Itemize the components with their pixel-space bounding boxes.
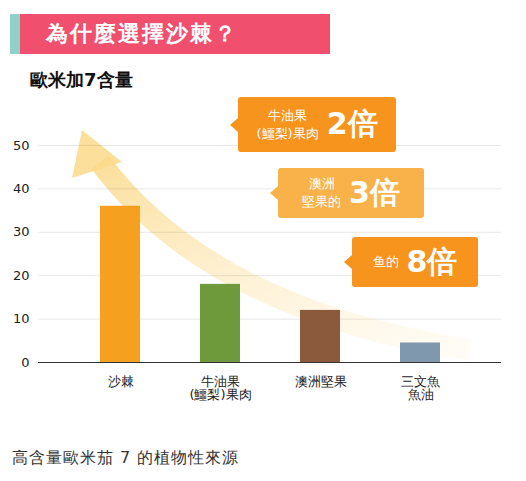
svg-text:40: 40 xyxy=(13,181,30,196)
html-text:為什麼選擇沙棘？: 為什麼選擇沙棘？ xyxy=(46,21,238,46)
html-text:牛油果 (鱷梨)果肉: 牛油果 (鱷梨)果肉 xyxy=(256,108,319,141)
html-text:澳洲 堅果的: 澳洲 堅果的 xyxy=(302,176,342,209)
html-text:歐米加7含量: 歐米加7含量 xyxy=(30,69,133,90)
svg-text:20: 20 xyxy=(13,268,30,283)
html-text:8倍: 8倍 xyxy=(406,243,458,279)
svg-text:牛油果(鱷梨)果肉: 牛油果(鱷梨)果肉 xyxy=(189,374,251,402)
svg-text:三文魚魚油: 三文魚魚油 xyxy=(401,374,440,402)
svg-text:0: 0 xyxy=(21,355,29,370)
svg-text:50: 50 xyxy=(13,138,30,153)
html-text:高含量歐米茄 7 的植物性來源: 高含量歐米茄 7 的植物性來源 xyxy=(12,448,240,467)
svg-text:10: 10 xyxy=(13,311,30,326)
svg-text:沙棘: 沙棘 xyxy=(108,374,134,389)
svg-text:30: 30 xyxy=(13,224,30,239)
html-text:3倍: 3倍 xyxy=(349,174,400,210)
svg-text:澳洲堅果: 澳洲堅果 xyxy=(295,374,347,389)
html-text:2倍: 2倍 xyxy=(326,106,378,141)
html-text:鱼的: 鱼的 xyxy=(372,254,399,270)
